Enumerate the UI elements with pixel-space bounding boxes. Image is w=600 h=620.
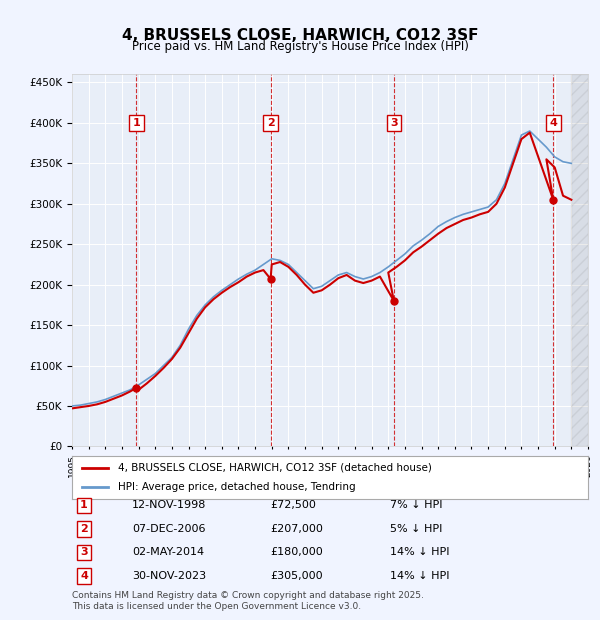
Bar	[571, 74, 588, 446]
Text: 4: 4	[550, 118, 557, 128]
Text: £305,000: £305,000	[270, 571, 323, 581]
Text: 02-MAY-2014: 02-MAY-2014	[132, 547, 204, 557]
Text: HPI: Average price, detached house, Tendring: HPI: Average price, detached house, Tend…	[118, 482, 356, 492]
Text: 3: 3	[390, 118, 398, 128]
Text: 1: 1	[133, 118, 140, 128]
Text: 2: 2	[80, 524, 88, 534]
Text: 07-DEC-2006: 07-DEC-2006	[132, 524, 205, 534]
Text: 4: 4	[80, 571, 88, 581]
Text: 30-NOV-2023: 30-NOV-2023	[132, 571, 206, 581]
Text: £72,500: £72,500	[270, 500, 316, 510]
Text: £207,000: £207,000	[270, 524, 323, 534]
Text: Price paid vs. HM Land Registry's House Price Index (HPI): Price paid vs. HM Land Registry's House …	[131, 40, 469, 53]
Text: 12-NOV-1998: 12-NOV-1998	[132, 500, 206, 510]
Text: 4, BRUSSELS CLOSE, HARWICH, CO12 3SF (detached house): 4, BRUSSELS CLOSE, HARWICH, CO12 3SF (de…	[118, 463, 433, 473]
Text: 7% ↓ HPI: 7% ↓ HPI	[390, 500, 443, 510]
Text: £180,000: £180,000	[270, 547, 323, 557]
Text: 3: 3	[80, 547, 88, 557]
Text: 5% ↓ HPI: 5% ↓ HPI	[390, 524, 442, 534]
Text: 14% ↓ HPI: 14% ↓ HPI	[390, 547, 449, 557]
Text: 4, BRUSSELS CLOSE, HARWICH, CO12 3SF: 4, BRUSSELS CLOSE, HARWICH, CO12 3SF	[122, 28, 478, 43]
Text: 14% ↓ HPI: 14% ↓ HPI	[390, 571, 449, 581]
Text: 2: 2	[267, 118, 275, 128]
Text: Contains HM Land Registry data © Crown copyright and database right 2025.
This d: Contains HM Land Registry data © Crown c…	[72, 591, 424, 611]
Text: 1: 1	[80, 500, 88, 510]
